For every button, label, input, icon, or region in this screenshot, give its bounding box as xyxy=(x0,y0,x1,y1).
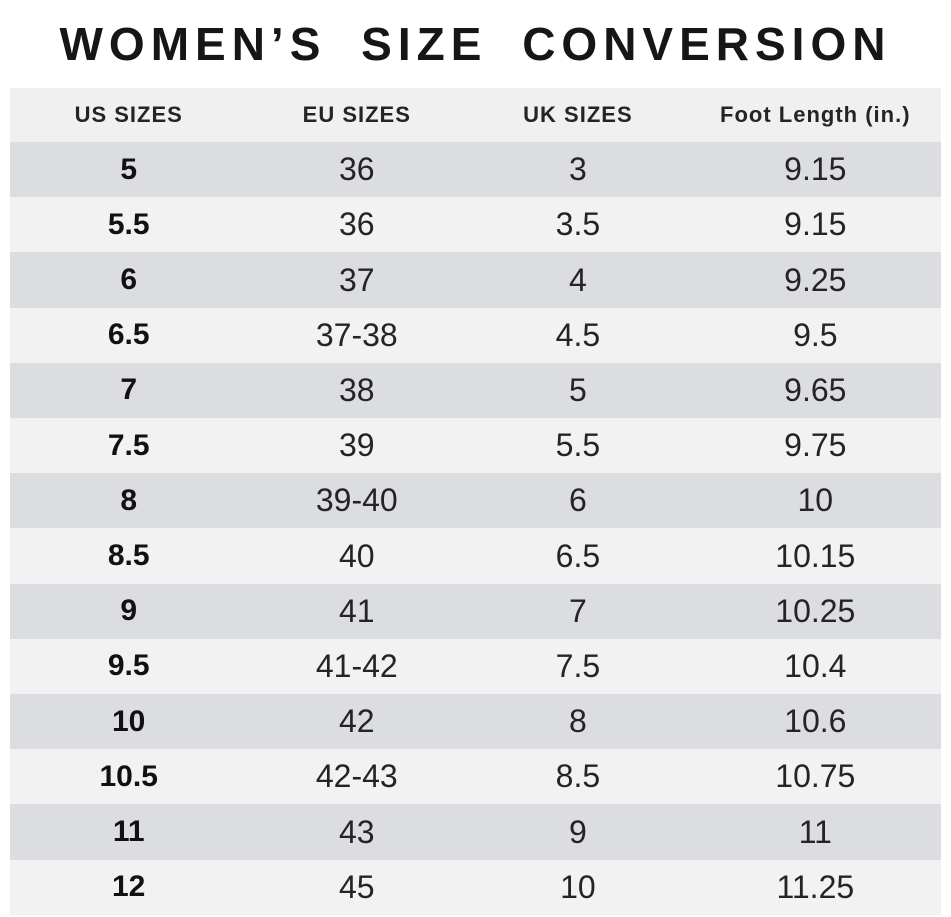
cell-foot-length: 10.6 xyxy=(784,703,847,740)
column-header-eu-sizes: EU SIZES xyxy=(302,102,411,127)
cell-us-size: 7 xyxy=(120,373,138,407)
cell-us-size: 7.5 xyxy=(107,428,150,462)
column-header-foot-length: Foot Length (in.) xyxy=(720,102,911,127)
table-row: 8 39-40 6 10 xyxy=(10,473,941,529)
cell-us-size: 8 xyxy=(120,483,138,517)
cell-foot-length: 9.15 xyxy=(784,206,847,243)
table-row: 6 37 4 9.25 xyxy=(10,252,941,308)
cell-us-size: 5 xyxy=(120,152,138,186)
table-row: 6.5 37-38 4.5 9.5 xyxy=(10,307,941,363)
cell-us-size: 12 xyxy=(112,870,146,904)
cell-eu-size: 37-38 xyxy=(315,316,398,353)
table-row: 10 42 8 10.6 xyxy=(10,694,941,750)
cell-uk-size: 9 xyxy=(568,813,587,850)
cell-foot-length: 10.4 xyxy=(784,647,847,684)
table-row: 7.5 39 5.5 9.75 xyxy=(10,418,941,474)
cell-us-size: 9 xyxy=(120,594,138,628)
cell-uk-size: 6 xyxy=(568,482,587,519)
cell-uk-size: 6.5 xyxy=(555,537,601,574)
cell-eu-size: 36 xyxy=(338,206,375,243)
cell-foot-length: 10.15 xyxy=(775,537,856,574)
cell-foot-length: 9.25 xyxy=(784,261,847,298)
cell-foot-length: 10.25 xyxy=(775,592,856,629)
table-row: 9 41 7 10.25 xyxy=(10,583,941,639)
table-row: 9.5 41-42 7.5 10.4 xyxy=(10,638,941,695)
cell-uk-size: 5 xyxy=(568,371,587,408)
cell-eu-size: 42 xyxy=(338,703,375,740)
table-row: 12 45 10 11.25 xyxy=(10,859,941,915)
cell-eu-size: 41 xyxy=(338,592,375,629)
cell-uk-size: 3 xyxy=(568,151,587,188)
cell-foot-length: 11.25 xyxy=(776,868,855,905)
title-bar: WOMEN’S SIZE CONVERSION xyxy=(0,0,951,88)
cell-us-size: 5.5 xyxy=(107,207,150,241)
cell-us-size: 8.5 xyxy=(107,539,150,573)
page-title: WOMEN’S SIZE CONVERSION xyxy=(59,18,892,70)
cell-us-size: 6 xyxy=(120,263,138,296)
cell-foot-length: 9.5 xyxy=(793,316,838,353)
cell-uk-size: 7 xyxy=(568,592,587,629)
size-conversion-table: US SIZES EU SIZES UK SIZES Foot Length (… xyxy=(10,88,941,915)
cell-uk-size: 8.5 xyxy=(555,758,601,795)
table-row: 11 43 9 11 xyxy=(10,804,941,860)
column-header-us-sizes: US SIZES xyxy=(74,102,183,127)
table-row: 8.5 40 6.5 10.15 xyxy=(10,528,941,584)
cell-uk-size: 7.5 xyxy=(555,647,601,684)
cell-us-size: 10 xyxy=(112,704,146,738)
cell-eu-size: 38 xyxy=(338,371,375,408)
table-row: 5.5 36 3.5 9.15 xyxy=(10,197,941,253)
cell-eu-size: 41-42 xyxy=(315,647,398,684)
cell-foot-length: 10 xyxy=(797,482,834,519)
cell-uk-size: 10 xyxy=(560,868,596,905)
cell-eu-size: 37 xyxy=(338,261,375,298)
size-conversion-table-wrap: US SIZES EU SIZES UK SIZES Foot Length (… xyxy=(10,88,941,915)
cell-uk-size: 3.5 xyxy=(555,206,601,243)
cell-eu-size: 36 xyxy=(338,151,375,188)
cell-foot-length: 9.65 xyxy=(784,371,847,408)
column-header-uk-sizes: UK SIZES xyxy=(523,102,633,127)
cell-foot-length: 9.75 xyxy=(784,427,847,464)
cell-eu-size: 40 xyxy=(338,537,375,574)
cell-uk-size: 5.5 xyxy=(555,427,601,464)
table-row: 5 36 3 9.15 xyxy=(10,142,941,198)
cell-eu-size: 39-40 xyxy=(315,482,398,519)
cell-foot-length: 9.15 xyxy=(784,151,847,188)
table-header-row: US SIZES EU SIZES UK SIZES Foot Length (… xyxy=(10,88,941,142)
cell-eu-size: 45 xyxy=(338,868,375,905)
cell-uk-size: 4 xyxy=(568,261,587,298)
cell-uk-size: 4.5 xyxy=(555,316,601,353)
table-body: 5 36 3 9.15 5.5 36 3.5 9.15 6 37 4 9.25 … xyxy=(10,142,941,915)
cell-us-size: 11 xyxy=(112,815,145,849)
cell-eu-size: 42-43 xyxy=(315,758,398,795)
table-row: 10.5 42-43 8.5 10.75 xyxy=(10,749,941,805)
cell-us-size: 6.5 xyxy=(107,318,150,352)
cell-foot-length: 11 xyxy=(798,813,832,850)
cell-foot-length: 10.75 xyxy=(775,758,856,795)
cell-eu-size: 39 xyxy=(338,427,375,464)
cell-us-size: 9.5 xyxy=(107,649,150,683)
table-row: 7 38 5 9.65 xyxy=(10,362,941,419)
cell-us-size: 10.5 xyxy=(99,759,158,793)
cell-eu-size: 43 xyxy=(338,813,375,850)
cell-uk-size: 8 xyxy=(568,703,587,740)
